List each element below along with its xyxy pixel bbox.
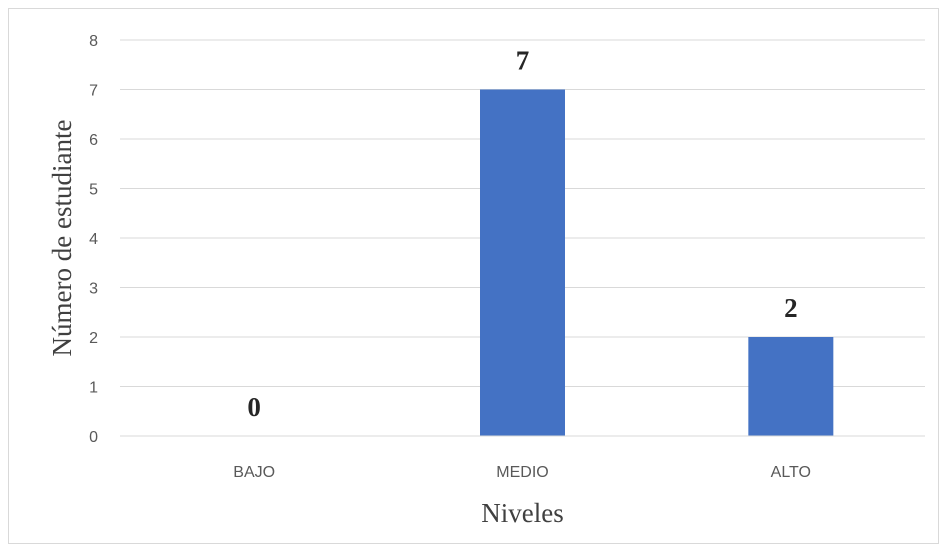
y-tick-label: 1	[89, 380, 98, 397]
y-tick-label: 2	[89, 330, 98, 347]
y-tick-label: 7	[89, 83, 98, 100]
y-tick-label: 5	[89, 182, 98, 199]
bar-medio	[480, 89, 565, 436]
y-axis-ticks: 0 1 2 3 4 5 6 7 8	[89, 33, 98, 446]
x-tick-label: BAJO	[233, 464, 275, 481]
bar-alto	[748, 337, 834, 436]
x-axis-title: Niveles	[481, 498, 563, 528]
data-labels: 0 7 2	[247, 46, 797, 423]
data-label-alto: 2	[784, 293, 798, 323]
data-label-bajo: 0	[247, 392, 261, 422]
y-tick-label: 8	[89, 33, 98, 50]
y-tick-label: 4	[89, 231, 98, 248]
x-axis-ticks: BAJO MEDIO ALTO	[233, 464, 811, 481]
chart-frame	[8, 8, 939, 544]
y-tick-label: 0	[89, 429, 98, 446]
bars	[480, 89, 834, 436]
y-axis-title: Número de estudiante	[47, 120, 77, 357]
x-tick-label: MEDIO	[496, 464, 548, 481]
data-label-medio: 7	[516, 46, 530, 76]
y-tick-label: 6	[89, 132, 98, 149]
x-tick-label: ALTO	[771, 464, 811, 481]
y-tick-label: 3	[89, 281, 98, 298]
